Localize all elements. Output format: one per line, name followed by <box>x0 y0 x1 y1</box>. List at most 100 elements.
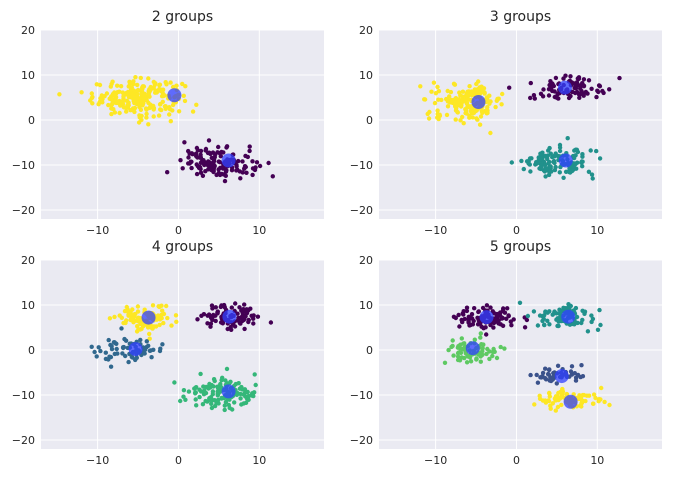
data-point <box>246 397 251 402</box>
data-point <box>538 156 543 162</box>
data-point <box>581 77 587 82</box>
data-point <box>194 171 200 177</box>
data-point <box>459 336 464 341</box>
data-point <box>568 74 573 79</box>
data-point <box>114 346 119 352</box>
data-point <box>112 351 118 357</box>
data-point <box>579 363 584 368</box>
data-point <box>187 161 192 166</box>
data-point <box>546 148 551 153</box>
data-point <box>235 311 240 316</box>
data-point <box>251 316 256 321</box>
data-point <box>112 93 118 99</box>
subplot-3: −10 0 10 −20 −10 0 10 20 4 groups <box>12 239 324 467</box>
data-point <box>545 318 550 323</box>
data-point <box>590 401 596 406</box>
data-point <box>555 91 561 96</box>
data-point <box>575 76 580 81</box>
points <box>442 300 612 413</box>
data-point <box>450 98 455 103</box>
data-point <box>182 140 187 145</box>
x-tick-label: 0 <box>175 454 182 467</box>
data-point <box>252 167 258 173</box>
data-point <box>151 114 156 119</box>
data-point <box>531 309 537 314</box>
data-point <box>126 103 131 108</box>
y-tick-label: 0 <box>366 344 373 357</box>
data-point <box>461 121 466 126</box>
data-point <box>433 91 439 96</box>
data-point <box>477 85 482 90</box>
data-point <box>549 81 555 86</box>
data-point <box>223 173 228 178</box>
data-point <box>457 324 462 329</box>
data-point <box>585 329 591 334</box>
data-point <box>487 356 492 362</box>
data-point <box>548 151 553 156</box>
data-point <box>589 313 594 318</box>
data-point <box>240 159 245 164</box>
centroid-marker <box>141 310 156 325</box>
plot-area <box>41 30 324 219</box>
data-point <box>197 394 202 400</box>
data-point <box>107 316 113 321</box>
data-point <box>496 313 501 318</box>
data-point <box>250 159 255 164</box>
data-point <box>193 151 199 156</box>
data-point <box>121 98 127 103</box>
data-point <box>505 306 510 311</box>
data-point <box>466 314 471 319</box>
data-point <box>170 84 176 90</box>
data-point <box>162 104 168 109</box>
data-point <box>233 301 238 306</box>
data-point <box>183 84 188 89</box>
data-point <box>104 91 110 96</box>
data-point <box>521 166 526 172</box>
data-point <box>215 389 220 394</box>
data-point <box>215 309 220 314</box>
data-point <box>200 173 206 178</box>
data-point <box>187 151 192 156</box>
data-point <box>167 105 172 110</box>
data-point <box>554 381 559 386</box>
data-point <box>129 316 135 321</box>
data-point <box>449 344 454 350</box>
data-point <box>462 355 467 361</box>
data-point <box>149 324 154 329</box>
data-point <box>138 75 143 81</box>
data-point <box>107 354 112 359</box>
data-point <box>211 155 216 161</box>
data-point <box>135 309 141 314</box>
data-point <box>203 148 208 153</box>
data-point <box>215 393 220 398</box>
data-point <box>542 162 548 168</box>
y-tick-label: 0 <box>28 114 35 127</box>
centroid-marker <box>561 309 576 324</box>
data-point <box>135 88 141 93</box>
data-point <box>165 315 170 321</box>
data-point <box>232 400 237 405</box>
data-point <box>479 342 484 347</box>
data-point <box>137 102 142 107</box>
data-point <box>200 402 206 407</box>
data-point <box>451 353 456 358</box>
data-point <box>268 320 274 325</box>
data-point <box>215 386 221 391</box>
centroid-marker <box>221 384 236 399</box>
data-point <box>252 390 257 395</box>
data-point <box>115 99 121 105</box>
data-point <box>108 364 114 369</box>
centroid-marker <box>221 153 236 168</box>
data-point <box>594 94 599 100</box>
data-point <box>467 115 472 120</box>
data-point <box>208 151 213 157</box>
data-point <box>466 318 471 324</box>
data-point <box>504 316 509 321</box>
data-point <box>178 398 183 404</box>
data-point <box>202 162 207 167</box>
data-point <box>220 375 225 380</box>
data-point <box>255 314 261 319</box>
data-point <box>137 115 142 120</box>
data-point <box>539 375 544 380</box>
data-point <box>540 94 546 99</box>
